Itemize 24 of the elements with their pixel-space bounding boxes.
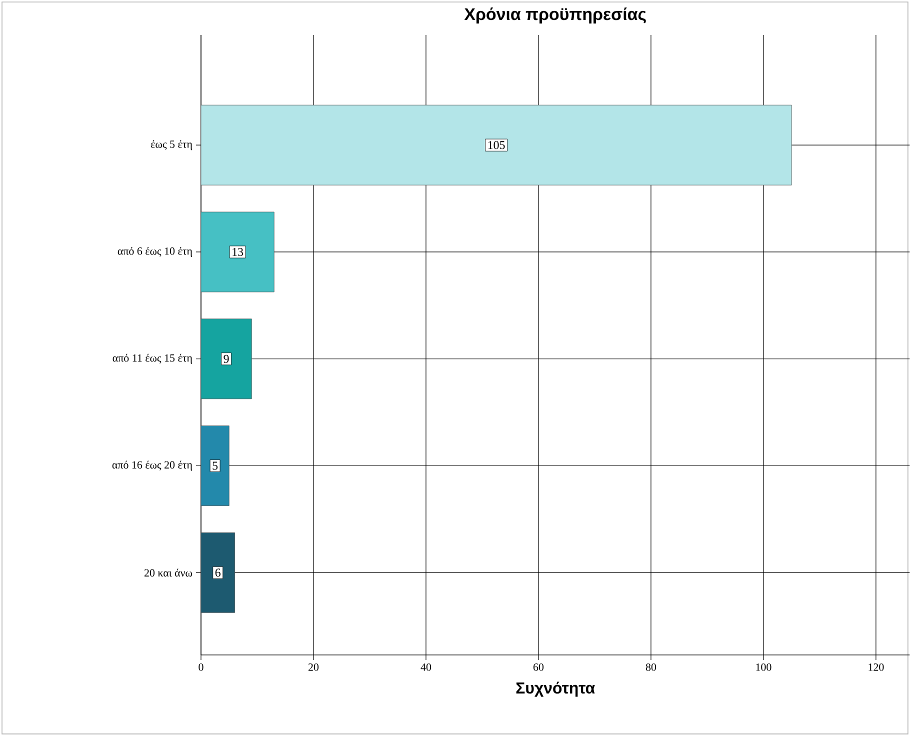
x-tick-label: 0: [198, 664, 204, 671]
x-tick-label: 60: [533, 664, 544, 671]
bar: [200, 212, 274, 292]
x-tick-label: 100: [756, 664, 772, 671]
x-tick-label: 80: [646, 664, 656, 671]
x-tick-label: 120: [868, 664, 884, 671]
y-tick-label: από 6 έως 10 έτη: [118, 246, 192, 258]
y-tick-label: από 11 έως 15 έτη: [112, 354, 192, 364]
bar: [200, 426, 230, 506]
x-tick-label: 40: [420, 664, 432, 671]
bar: [200, 318, 252, 400]
y-tick-label: έως 5 έτη: [151, 140, 192, 150]
data-label: 105: [488, 141, 505, 150]
bar: [200, 104, 792, 186]
x-axis-title: Συχνότητα: [516, 682, 595, 697]
data-label: 6: [215, 568, 221, 577]
y-tick-label: 20 και άνω: [144, 568, 192, 577]
data-label: 5: [212, 462, 218, 470]
data-label: 9: [224, 354, 229, 363]
x-tick-label: 20: [308, 664, 319, 671]
y-tick-label: από 16 έως 20 έτη: [112, 460, 192, 471]
bar: [200, 532, 235, 613]
data-label: 13: [232, 248, 244, 256]
chart-title: Χρόνια προϋπηρεσίας: [464, 8, 646, 24]
